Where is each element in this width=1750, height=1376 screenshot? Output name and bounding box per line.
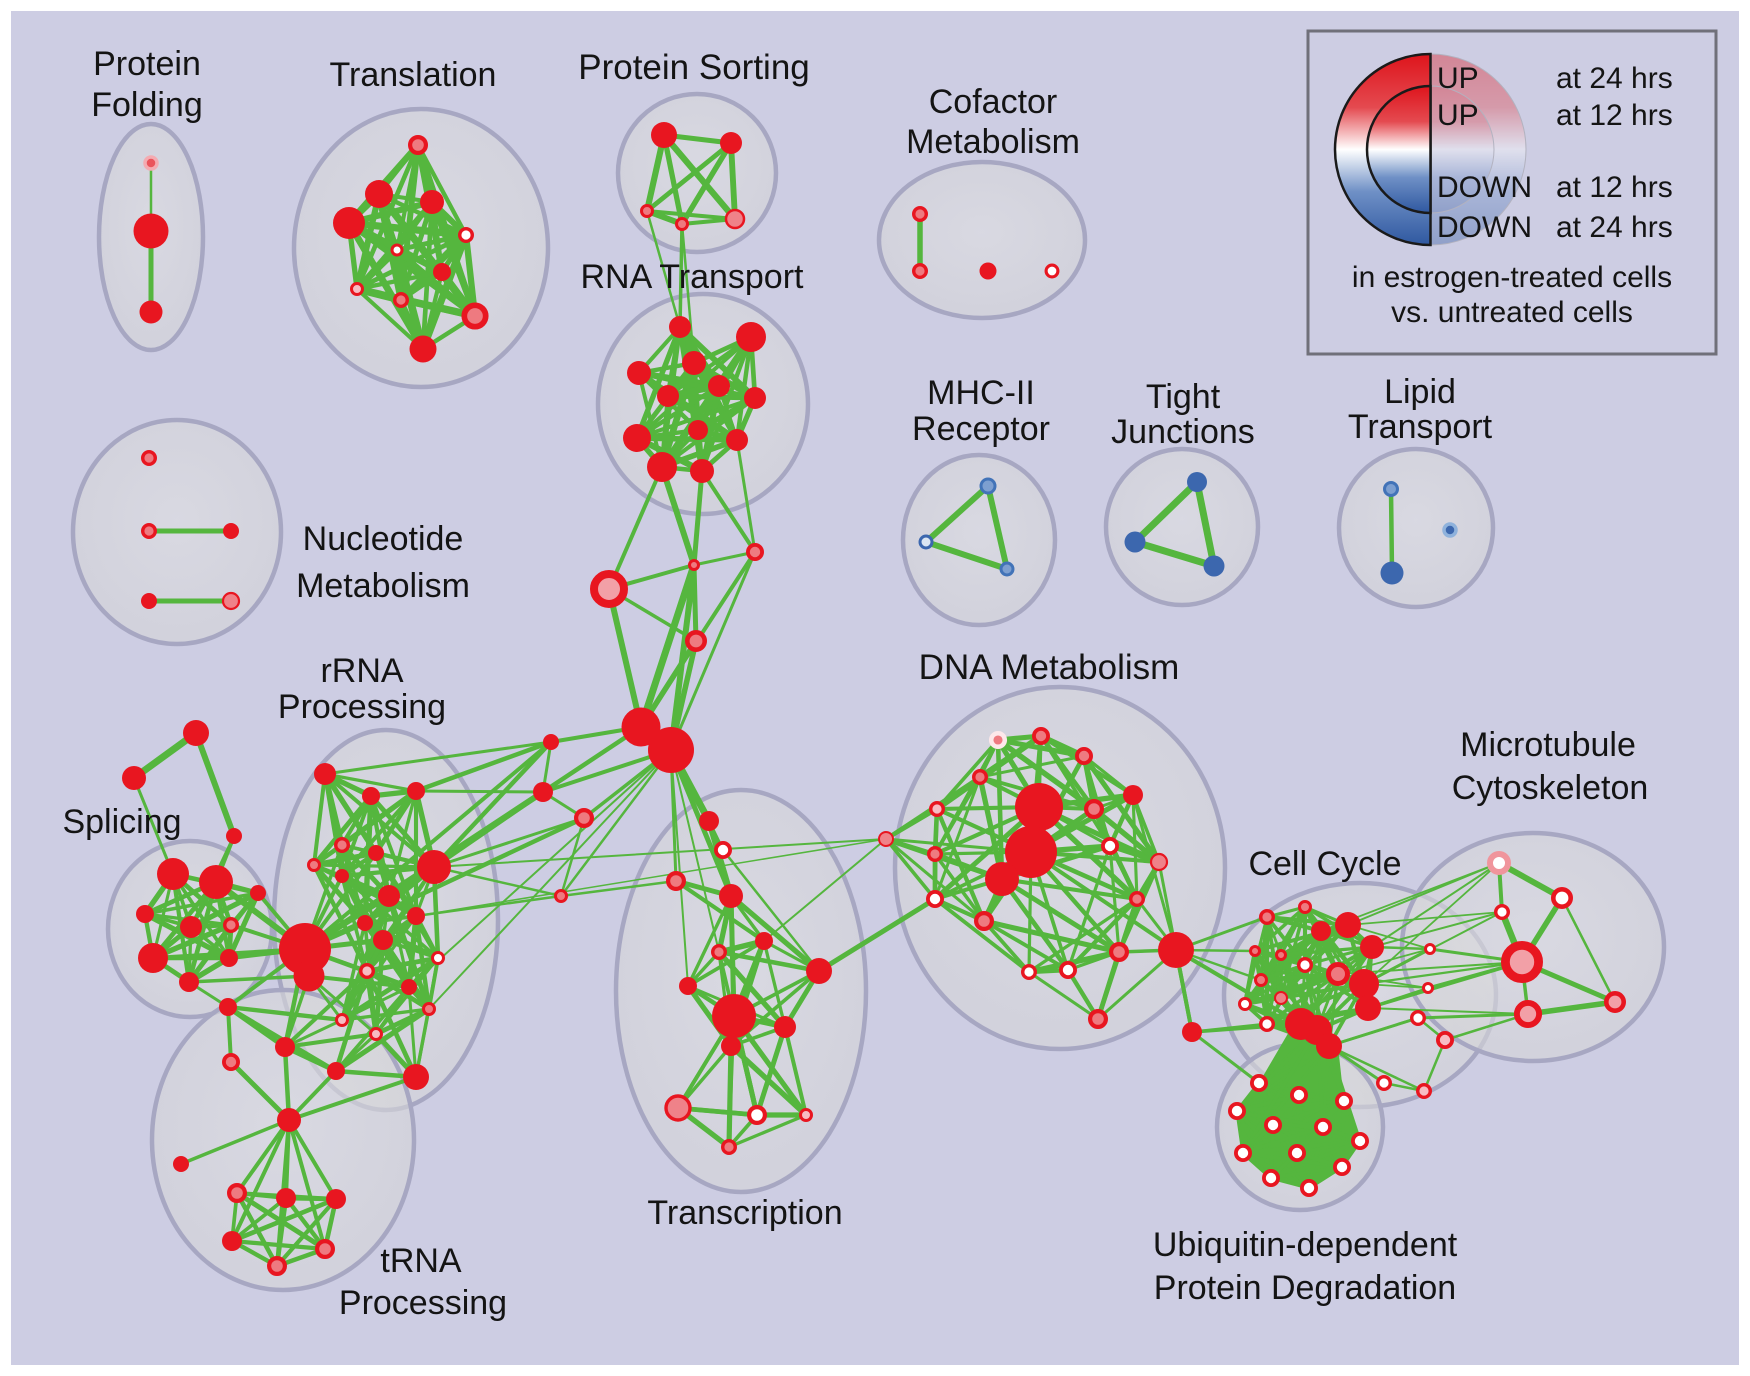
svg-text:Tight: Tight	[1146, 378, 1221, 416]
svg-text:Translation: Translation	[330, 56, 497, 94]
svg-text:Microtubule: Microtubule	[1460, 726, 1636, 764]
svg-text:tRNA: tRNA	[380, 1242, 462, 1280]
svg-text:at 24 hrs: at 24 hrs	[1556, 62, 1673, 95]
svg-text:Transcription: Transcription	[647, 1194, 842, 1232]
svg-text:Cofactor: Cofactor	[929, 83, 1058, 121]
svg-text:Metabolism: Metabolism	[906, 123, 1080, 161]
svg-text:at 12 hrs: at 12 hrs	[1556, 99, 1673, 132]
svg-text:DOWN: DOWN	[1437, 171, 1532, 204]
svg-text:Transport: Transport	[1348, 408, 1493, 446]
svg-text:UP: UP	[1437, 99, 1479, 132]
svg-text:DNA Metabolism: DNA Metabolism	[919, 648, 1180, 687]
svg-text:at 24 hrs: at 24 hrs	[1556, 211, 1673, 244]
svg-text:Splicing: Splicing	[62, 803, 181, 841]
svg-text:MHC-II: MHC-II	[927, 374, 1035, 412]
svg-text:Junctions: Junctions	[1111, 413, 1255, 451]
svg-text:Metabolism: Metabolism	[296, 567, 470, 605]
svg-text:DOWN: DOWN	[1437, 211, 1532, 244]
svg-text:UP: UP	[1437, 62, 1479, 95]
svg-text:Nucleotide: Nucleotide	[303, 520, 464, 558]
svg-text:Processing: Processing	[339, 1284, 507, 1322]
svg-text:Receptor: Receptor	[912, 410, 1050, 448]
svg-text:Cell Cycle: Cell Cycle	[1248, 845, 1401, 883]
svg-text:at 12 hrs: at 12 hrs	[1556, 171, 1673, 204]
svg-text:Processing: Processing	[278, 688, 446, 726]
svg-text:Folding: Folding	[91, 86, 203, 124]
svg-text:Cytoskeleton: Cytoskeleton	[1452, 769, 1649, 807]
svg-text:Lipid: Lipid	[1384, 373, 1456, 411]
svg-text:RNA Transport: RNA Transport	[581, 258, 805, 296]
svg-text:Ubiquitin-dependent: Ubiquitin-dependent	[1153, 1226, 1458, 1264]
svg-text:vs. untreated cells: vs. untreated cells	[1391, 296, 1633, 329]
svg-text:Protein: Protein	[93, 45, 201, 83]
svg-text:Protein Sorting: Protein Sorting	[578, 48, 810, 87]
svg-text:in estrogen-treated cells: in estrogen-treated cells	[1352, 261, 1672, 294]
svg-text:rRNA: rRNA	[320, 652, 403, 690]
svg-text:Protein Degradation: Protein Degradation	[1154, 1269, 1456, 1307]
